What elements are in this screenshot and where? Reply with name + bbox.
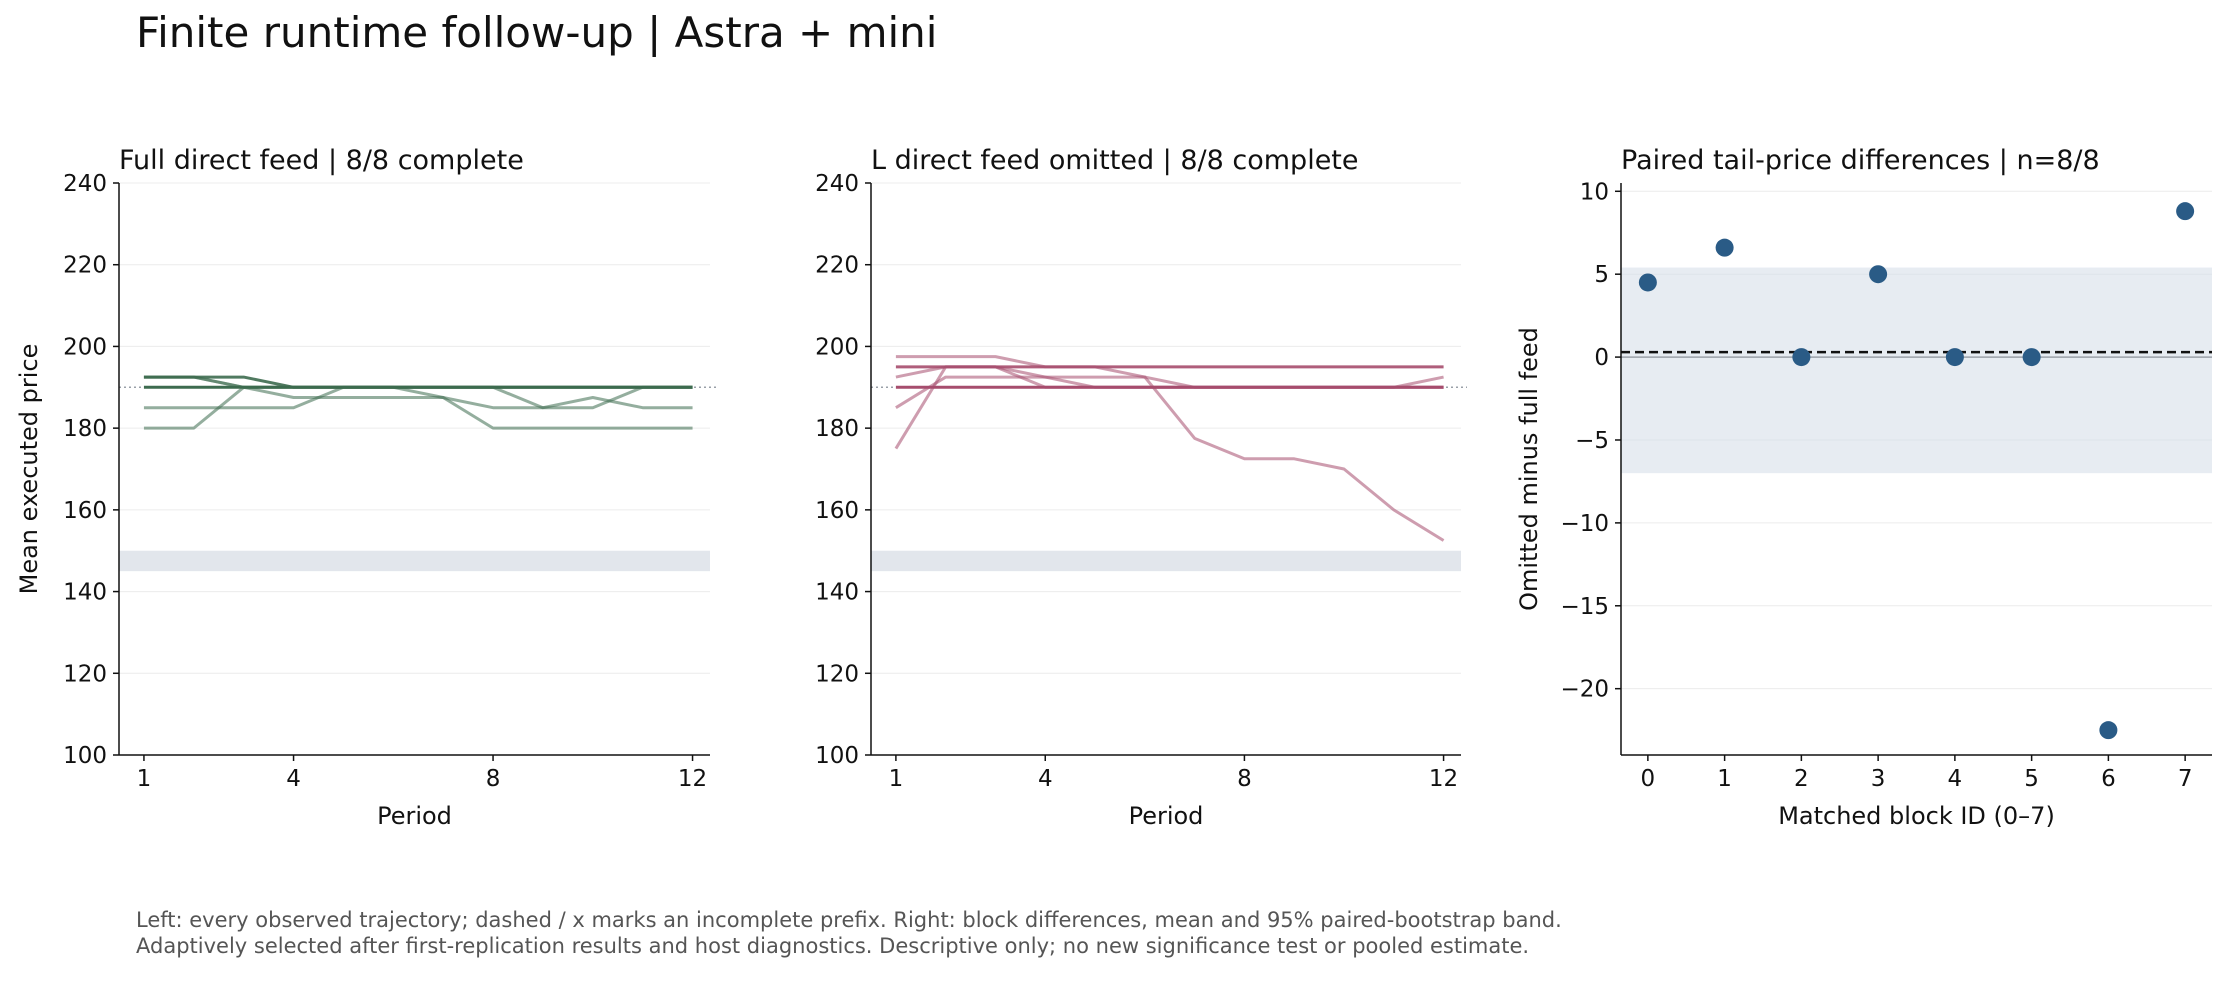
p2-reference-band [871, 550, 1461, 572]
p3-ytick-label-4: −10 [1560, 511, 1609, 537]
p1-series-line-0 [143, 375, 693, 389]
p3-xtick-label-7: 7 [2178, 766, 2193, 792]
p3-xtick-label-1: 1 [1717, 766, 1732, 792]
p1-ytick-label-4: 180 [63, 416, 107, 442]
p3-xtick-label-3: 3 [1871, 766, 1886, 792]
p2-xlabel: Period [1129, 802, 1204, 830]
p2-ytick-label-6: 220 [815, 253, 859, 279]
p1-series-line-3 [143, 385, 693, 410]
p1-reference-band [119, 550, 710, 572]
p3-ytick-label-3: −5 [1575, 428, 1609, 454]
p1-ytick-label-6: 220 [63, 253, 107, 279]
p1-xtick-label-1: 4 [286, 766, 301, 792]
p1-ytick-label-0: 100 [63, 743, 107, 769]
p1-ytick-label-1: 120 [63, 661, 107, 687]
p3-xtick-label-0: 0 [1641, 766, 1656, 792]
p3-xlabel: Matched block ID (0–7) [1778, 802, 2055, 830]
p2-xtick-label-2: 8 [1237, 766, 1252, 792]
p2-ytick-label-3: 160 [815, 498, 859, 524]
p2-ytick-label-1: 120 [815, 661, 859, 687]
p3-xtick-label-2: 2 [1794, 766, 1809, 792]
p2-ytick-label-4: 180 [815, 416, 859, 442]
p3-data-point-4 [1945, 348, 1964, 367]
p3-ytick-label-1: 5 [1594, 262, 1609, 288]
p1-series-line-5 [143, 375, 693, 389]
p2-ytick-label-2: 140 [815, 580, 859, 606]
p3-data-point-1 [1715, 238, 1734, 257]
p1-xtick-label-2: 8 [486, 766, 501, 792]
p3-xtick-label-6: 6 [2101, 766, 2116, 792]
p1-ytick-label-3: 160 [63, 498, 107, 524]
p2-series-line-3 [895, 375, 1444, 409]
p1-series-line-4 [143, 385, 693, 430]
p1-title: Full direct feed | 8/8 complete [119, 145, 524, 176]
p3-ylabel: Omitted minus full feed [1515, 327, 1543, 611]
p1-ytick-label-2: 140 [63, 580, 107, 606]
p2-ytick-label-0: 100 [815, 743, 859, 769]
p3-xtick-label-5: 5 [2024, 766, 2039, 792]
p2-series-line-5 [895, 365, 1444, 389]
p2-ytick-label-7: 240 [815, 171, 859, 197]
p2-title: L direct feed omitted | 8/8 complete [871, 145, 1359, 176]
p3-data-point-5 [2022, 348, 2041, 367]
p1-xtick-label-3: 12 [678, 766, 707, 792]
p1-ytick-label-7: 240 [63, 171, 107, 197]
p3-title: Paired tail-price differences | n=8/8 [1621, 145, 2100, 176]
p1-xtick-label-0: 1 [137, 766, 152, 792]
p3-data-point-0 [1638, 273, 1657, 292]
p3-ytick-label-6: −20 [1560, 677, 1609, 703]
p1-ylabel: Mean executed price [15, 344, 43, 595]
p2-xtick-label-1: 4 [1038, 766, 1053, 792]
caption-line-1: Left: every observed trajectory; dashed … [136, 908, 1562, 932]
p2-xtick-label-0: 1 [889, 766, 904, 792]
p2-ytick-label-5: 200 [815, 334, 859, 360]
p3-data-point-6 [2099, 721, 2118, 740]
p3-ytick-label-2: 0 [1594, 345, 1609, 371]
p3-data-point-7 [2176, 202, 2195, 221]
p3-ci-band [1621, 267, 2212, 474]
p2-xtick-label-3: 12 [1429, 766, 1458, 792]
p1-ytick-label-5: 200 [63, 334, 107, 360]
p3-xtick-label-4: 4 [1948, 766, 1963, 792]
p3-data-point-3 [1869, 265, 1888, 284]
p3-data-point-2 [1792, 348, 1811, 367]
p3-ytick-label-5: −15 [1560, 594, 1609, 620]
figure-title: Finite runtime follow-up | Astra + mini [136, 8, 938, 57]
p2-series-line-2 [895, 355, 1445, 542]
caption-line-2: Adaptively selected after first-replicat… [136, 934, 1530, 958]
p3-ytick-label-0: 10 [1580, 179, 1609, 205]
p1-xlabel: Period [377, 802, 452, 830]
